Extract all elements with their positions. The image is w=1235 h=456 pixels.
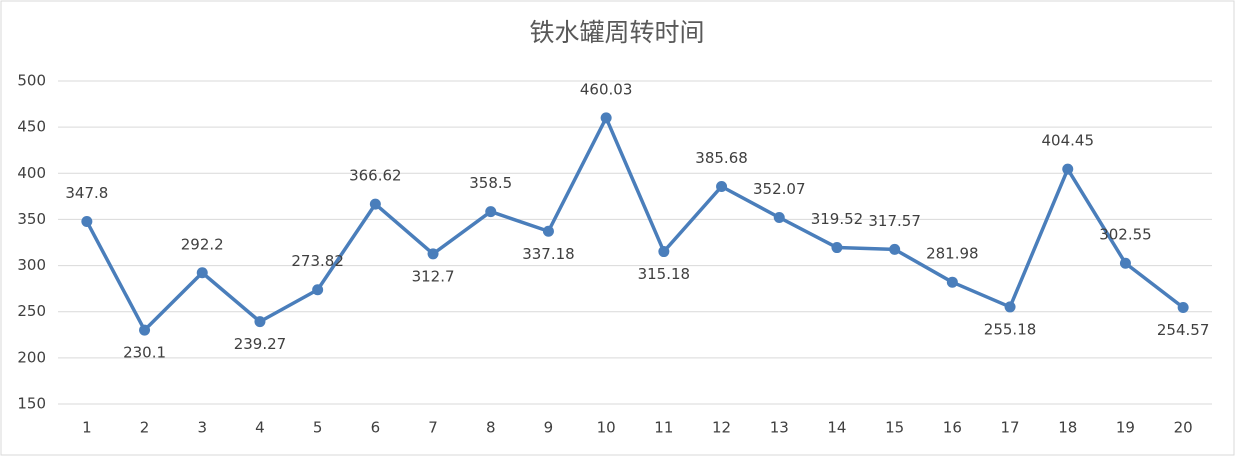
data-label: 273.82	[291, 252, 344, 270]
point	[831, 242, 843, 254]
point	[196, 267, 208, 279]
data-label: 347.8	[65, 184, 108, 202]
x-tick-label: 7	[428, 419, 438, 437]
point	[254, 316, 266, 328]
data-label: 230.1	[123, 344, 166, 362]
y-tick-label: 250	[17, 302, 46, 320]
data-label: 385.68	[695, 149, 748, 167]
data-label: 292.2	[181, 235, 224, 253]
point	[81, 215, 93, 227]
point	[600, 112, 612, 124]
x-tick-label: 12	[712, 419, 731, 437]
point	[542, 225, 554, 237]
x-tick-label: 20	[1174, 419, 1193, 437]
x-tick-label: 11	[654, 419, 673, 437]
data-label: 337.18	[522, 245, 575, 263]
point	[1119, 257, 1131, 269]
y-tick-label: 150	[17, 395, 46, 413]
data-label: 315.18	[638, 265, 691, 283]
x-tick-label: 18	[1058, 419, 1077, 437]
y-tick-label: 300	[17, 256, 46, 274]
point	[485, 206, 497, 218]
x-tick-label: 16	[943, 419, 962, 437]
point	[658, 246, 670, 258]
x-tick-label: 5	[313, 419, 323, 437]
data-label: 319.52	[811, 210, 864, 228]
data-label: 281.98	[926, 245, 979, 263]
x-tick-label: 2	[140, 419, 150, 437]
y-tick-label: 500	[17, 72, 46, 90]
x-tick-label: 15	[885, 419, 904, 437]
x-tick-label: 1	[82, 419, 92, 437]
point	[139, 324, 151, 336]
data-label: 358.5	[469, 174, 512, 192]
point	[773, 212, 785, 224]
x-tick-label: 10	[597, 419, 616, 437]
point	[369, 198, 381, 210]
data-label: 404.45	[1042, 132, 1095, 150]
data-label: 366.62	[349, 167, 402, 185]
y-tick-label: 350	[17, 210, 46, 228]
y-tick-label: 400	[17, 164, 46, 182]
chart-title: 铁水罐周转时间	[529, 18, 704, 47]
x-tick-label: 3	[197, 419, 207, 437]
x-tick-label: 13	[770, 419, 789, 437]
data-label: 254.57	[1157, 321, 1210, 339]
point	[427, 248, 439, 260]
point	[312, 284, 324, 296]
data-label: 312.7	[412, 267, 455, 285]
data-label: 460.03	[580, 80, 633, 98]
x-tick-label: 6	[371, 419, 381, 437]
y-tick-label: 450	[17, 118, 46, 136]
x-tick-label: 17	[1001, 419, 1020, 437]
x-tick-label: 4	[255, 419, 265, 437]
point	[1062, 163, 1074, 175]
point	[889, 243, 901, 255]
point	[716, 181, 728, 193]
y-tick-label: 200	[17, 348, 46, 366]
x-tick-label: 14	[827, 419, 846, 437]
point	[946, 276, 958, 288]
x-tick-label: 19	[1116, 419, 1135, 437]
line	[85, 116, 1185, 332]
point	[1177, 301, 1189, 313]
data-label: 302.55	[1099, 226, 1152, 244]
data-label: 255.18	[984, 320, 1037, 338]
data-label: 239.27	[234, 335, 287, 353]
x-tick-label: 9	[544, 419, 554, 437]
data-label: 352.07	[753, 180, 806, 198]
x-tick-label: 8	[486, 419, 496, 437]
point	[1004, 301, 1016, 313]
data-label: 317.57	[868, 212, 921, 230]
